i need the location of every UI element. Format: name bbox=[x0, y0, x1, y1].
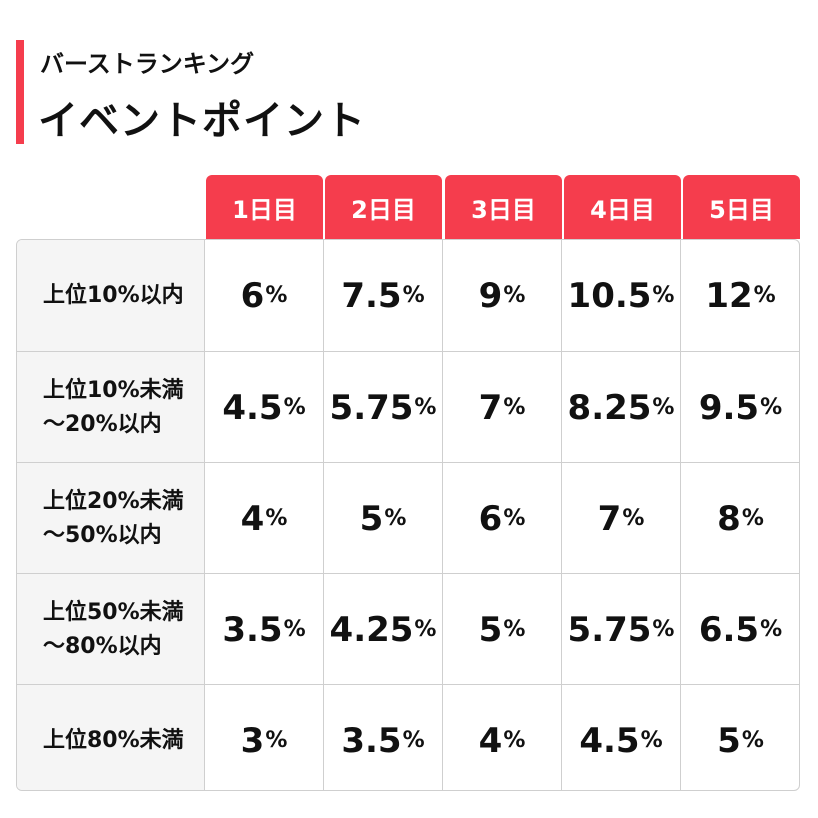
cell-unit: % bbox=[402, 728, 425, 753]
table-cell: 9% bbox=[443, 240, 562, 351]
day-header-1: 1日目 bbox=[206, 175, 323, 239]
cell-value: 10.5 bbox=[567, 275, 652, 316]
table-cell: 7.5% bbox=[324, 240, 443, 351]
cell-unit: % bbox=[760, 395, 783, 420]
cell-value: 3.5 bbox=[222, 609, 283, 650]
cell-unit: % bbox=[741, 506, 764, 531]
table-row: 上位80%未満 3% 3.5% 4% 4.5% 5% bbox=[17, 684, 799, 790]
table-cell: 5% bbox=[443, 574, 562, 685]
table-row: 上位10%未満 ～20%以内 4.5% 5.75% 7% 8.25% 9.5% bbox=[17, 351, 799, 463]
cell-value: 5.75 bbox=[329, 387, 414, 428]
cell-value: 4.5 bbox=[579, 720, 640, 761]
day-header-3: 3日目 bbox=[445, 175, 562, 239]
table-cell: 3.5% bbox=[205, 574, 324, 685]
cell-unit: % bbox=[503, 728, 526, 753]
row-label: 上位80%未満 bbox=[17, 685, 205, 790]
cell-value: 7 bbox=[597, 498, 622, 539]
cell-unit: % bbox=[652, 617, 675, 642]
cell-unit: % bbox=[384, 506, 407, 531]
cell-unit: % bbox=[265, 283, 288, 308]
cell-unit: % bbox=[503, 506, 526, 531]
day-header-5: 5日目 bbox=[683, 175, 800, 239]
section-subtitle: バーストランキング bbox=[40, 50, 255, 78]
table-cell: 7% bbox=[562, 463, 681, 574]
table-cell: 5.75% bbox=[324, 352, 443, 463]
cell-value: 9.5 bbox=[698, 387, 760, 428]
table-cell: 8% bbox=[681, 463, 799, 574]
table-cell: 6.5% bbox=[681, 574, 799, 685]
cell-unit: % bbox=[503, 395, 526, 420]
cell-value: 6.5 bbox=[698, 609, 760, 650]
table-cell: 10.5% bbox=[562, 240, 681, 351]
table-cell: 4.5% bbox=[205, 352, 324, 463]
cell-value: 3 bbox=[240, 720, 265, 761]
table-cell: 9.5% bbox=[681, 352, 799, 463]
cell-unit: % bbox=[753, 283, 776, 308]
points-table: 上位10%以内 6% 7.5% 9% 10.5% 12% 上位10%未満 ～20… bbox=[16, 239, 800, 791]
row-label: 上位10%未満 ～20%以内 bbox=[17, 352, 205, 463]
cell-unit: % bbox=[414, 395, 437, 420]
cell-unit: % bbox=[652, 395, 675, 420]
table-cell: 4.25% bbox=[324, 574, 443, 685]
cell-value: 8.25 bbox=[567, 387, 652, 428]
table-cell: 5% bbox=[324, 463, 443, 574]
cell-value: 5 bbox=[359, 498, 384, 539]
table-cell: 7% bbox=[443, 352, 562, 463]
cell-unit: % bbox=[503, 283, 526, 308]
table-cell: 6% bbox=[205, 240, 324, 351]
cell-unit: % bbox=[760, 617, 783, 642]
cell-value: 8 bbox=[717, 498, 741, 539]
cell-unit: % bbox=[283, 617, 306, 642]
cell-value: 5 bbox=[478, 609, 503, 650]
cell-value: 6 bbox=[478, 498, 503, 539]
cell-unit: % bbox=[652, 283, 675, 308]
cell-value: 3.5 bbox=[341, 720, 402, 761]
cell-unit: % bbox=[622, 506, 645, 531]
cell-value: 6 bbox=[240, 275, 265, 316]
row-label: 上位50%未満 ～80%以内 bbox=[17, 574, 205, 685]
table-cell: 6% bbox=[443, 463, 562, 574]
cell-value: 7 bbox=[478, 387, 503, 428]
table-cell: 5.75% bbox=[562, 574, 681, 685]
day-header-4: 4日目 bbox=[564, 175, 681, 239]
cell-unit: % bbox=[640, 728, 663, 753]
table-row: 上位10%以内 6% 7.5% 9% 10.5% 12% bbox=[17, 240, 799, 351]
row-label: 上位20%未満 ～50%以内 bbox=[17, 463, 205, 574]
cell-value: 7.5 bbox=[341, 275, 402, 316]
cell-value: 4 bbox=[240, 498, 265, 539]
section-title: イベントポイント bbox=[38, 98, 366, 144]
cell-unit: % bbox=[414, 617, 437, 642]
cell-value: 4.25 bbox=[329, 609, 414, 650]
table-cell: 12% bbox=[681, 240, 799, 351]
cell-value: 9 bbox=[478, 275, 503, 316]
accent-bar bbox=[16, 40, 24, 144]
table-cell: 5% bbox=[681, 685, 799, 790]
cell-unit: % bbox=[265, 728, 288, 753]
row-label: 上位10%以内 bbox=[17, 240, 205, 351]
table-cell: 4% bbox=[443, 685, 562, 790]
cell-unit: % bbox=[503, 617, 526, 642]
table-row: 上位20%未満 ～50%以内 4% 5% 6% 7% 8% bbox=[17, 462, 799, 574]
cell-value: 4 bbox=[478, 720, 503, 761]
cell-value: 12 bbox=[705, 275, 753, 316]
cell-unit: % bbox=[402, 283, 425, 308]
cell-unit: % bbox=[741, 728, 764, 753]
day-header-2: 2日目 bbox=[325, 175, 442, 239]
cell-unit: % bbox=[283, 395, 306, 420]
cell-unit: % bbox=[265, 506, 288, 531]
cell-value: 5.75 bbox=[567, 609, 652, 650]
table-cell: 8.25% bbox=[562, 352, 681, 463]
table-cell: 4% bbox=[205, 463, 324, 574]
section-heading: バーストランキング イベントポイント bbox=[16, 40, 796, 144]
table-cell: 3.5% bbox=[324, 685, 443, 790]
table-cell: 4.5% bbox=[562, 685, 681, 790]
table-cell: 3% bbox=[205, 685, 324, 790]
cell-value: 5 bbox=[717, 720, 741, 761]
cell-value: 4.5 bbox=[222, 387, 283, 428]
table-row: 上位50%未満 ～80%以内 3.5% 4.25% 5% 5.75% 6.5% bbox=[17, 573, 799, 685]
